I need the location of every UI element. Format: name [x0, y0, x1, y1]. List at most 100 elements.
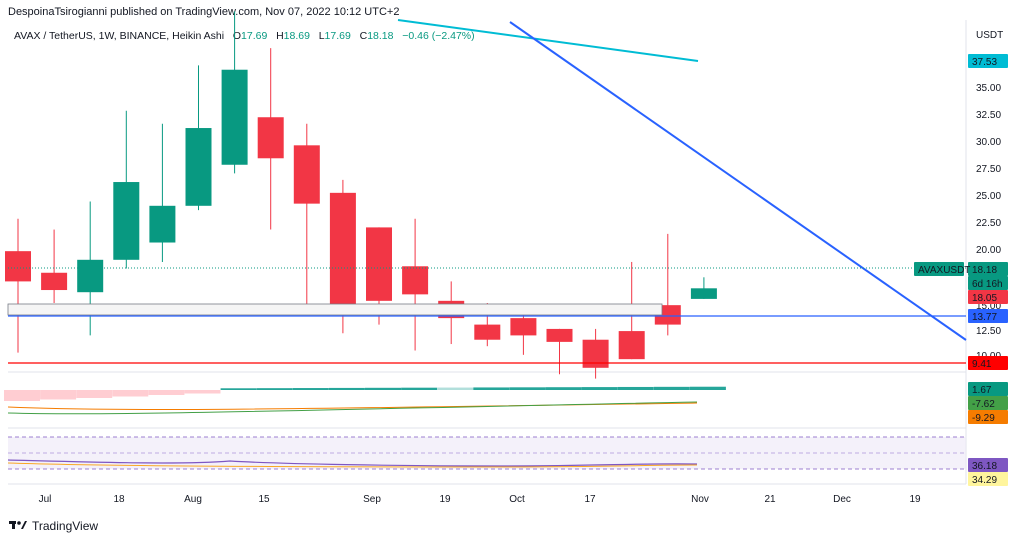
range-box [7, 303, 663, 316]
candle-body [293, 145, 320, 204]
macd-histogram-bar [4, 390, 40, 401]
cyan-line-badge-text: 37.53 [972, 57, 997, 68]
symbol-title[interactable]: AVAX / TetherUS, 1W, BINANCE, Heikin Ash… [14, 30, 225, 42]
tradingview-footer: TradingView [9, 519, 98, 533]
countdown-badge [968, 276, 1008, 290]
drawings [7, 19, 967, 364]
candle-body [221, 69, 248, 165]
low-value: 17.69 [324, 30, 351, 42]
macd-histogram-bar [328, 387, 365, 390]
macd-histogram-bar [76, 390, 113, 398]
candle-body [618, 331, 645, 360]
price-tick-label: 27.50 [976, 164, 1001, 175]
macd-histogram-bar [689, 386, 726, 390]
macd-histogram-bar [401, 387, 438, 390]
candle-body [149, 205, 176, 243]
price-tick-label: 15.00 [976, 301, 1001, 312]
high-value: 18.69 [283, 30, 310, 42]
candle-body [5, 251, 31, 282]
macd-histogram-bar [509, 387, 546, 390]
chart-grid [8, 20, 967, 485]
candle-body [257, 117, 284, 159]
time-axis-label: Oct [509, 494, 525, 505]
price-tick-label: 30.00 [976, 137, 1001, 148]
close-label: C [359, 30, 368, 42]
macd-histogram-bar [365, 387, 401, 390]
candle-body [690, 288, 717, 299]
cyan-trendline [397, 19, 699, 62]
candle-body [185, 128, 212, 206]
candle-body [41, 272, 68, 291]
rsi-badge-text: 36.18 [972, 461, 997, 472]
blue-line-badge [968, 309, 1008, 323]
time-axis-label: 21 [764, 494, 776, 505]
symbol-tag-badge [914, 262, 964, 276]
candle-body [77, 259, 104, 293]
macd-line [7, 401, 698, 415]
time-axis-label: 17 [584, 494, 596, 505]
tradingview-brand: TradingView [32, 519, 99, 533]
candle-body [113, 182, 140, 260]
countdown-badge-text: 6d 16h [972, 279, 1003, 290]
macd-histogram-bar [581, 387, 618, 390]
axis-currency: USDT [976, 30, 1003, 41]
signal-line-badge [968, 410, 1008, 424]
macd-hist-badge-text: 1.67 [972, 385, 992, 396]
symbol-legend: AVAX / TetherUS, 1W, BINANCE, Heikin Ash… [14, 30, 475, 42]
red-line-badge-text: 9.41 [972, 359, 992, 370]
low-label: L [318, 30, 325, 42]
time-axis-label: 19 [439, 494, 451, 505]
time-axis-label: Sep [363, 494, 381, 505]
time-axis-label: Dec [833, 494, 851, 505]
candle-body [546, 328, 573, 342]
open-value: 17.69 [241, 30, 268, 42]
price-tick-label: 35.00 [976, 83, 1001, 94]
candle-body [474, 324, 501, 340]
price-axis: USDT 35.00 32.50 30.00 27.50 25.00 22.50 20.00 1… [914, 30, 1008, 486]
time-axis-label: 15 [258, 494, 270, 505]
time-axis: Jul 18 Aug 15 Sep 19 Oct 17 Nov 21 Dec 19 [39, 494, 921, 505]
last-price-badge-text: 18.18 [972, 265, 997, 276]
macd-histogram-bar [220, 388, 257, 390]
close-value: 18.18 [367, 30, 394, 42]
tradingview-logo-icon [9, 519, 27, 533]
macd-histogram-bar [112, 390, 149, 397]
price-tick-label: 20.00 [976, 245, 1001, 256]
macd-histogram-bar [256, 388, 293, 390]
prev-close-badge [968, 290, 1008, 304]
rsi-ma-badge [968, 472, 1008, 486]
cyan-line-badge [968, 54, 1008, 68]
high-label: H [276, 30, 284, 42]
price-tick-label: 32.50 [976, 110, 1001, 121]
indicator-panes [4, 386, 966, 470]
macd-histogram-bar [40, 390, 77, 400]
macd-histogram-bar [617, 386, 654, 390]
price-tick-label: 22.50 [976, 218, 1001, 229]
candles [5, 11, 717, 379]
candle-body [366, 227, 392, 301]
macd-histogram-bar [545, 387, 582, 390]
rsi-ma-line [7, 462, 698, 468]
macd-line-badge-text: -7.62 [972, 399, 995, 410]
time-axis-label: Jul [39, 494, 52, 505]
time-axis-label: Aug [184, 494, 202, 505]
symbol-tag-badge-text: AVAXUSDT [918, 265, 970, 276]
rsi-ma-badge-text: 34.29 [972, 475, 997, 486]
red-line-badge [968, 356, 1008, 370]
macd-histogram-bar [148, 390, 185, 395]
macd-histogram-bar [437, 387, 474, 390]
price-tick-label: 12.50 [976, 326, 1001, 337]
macd-histogram-bar [473, 387, 510, 390]
signal-line-badge-text: -9.29 [972, 413, 995, 424]
macd-hist-badge [968, 382, 1008, 396]
blue-trendline [509, 21, 967, 341]
candle-body [329, 192, 356, 306]
publisher-header: DespoinaTsirogianni published on Trading… [8, 6, 400, 18]
candle-body [510, 318, 537, 336]
macd-histogram-bar [653, 386, 690, 390]
prev-close-badge-text: 18.05 [972, 293, 997, 304]
time-axis-label: 19 [909, 494, 921, 505]
blue-line-badge-text: 13.77 [972, 312, 997, 323]
candle-body [402, 266, 429, 295]
